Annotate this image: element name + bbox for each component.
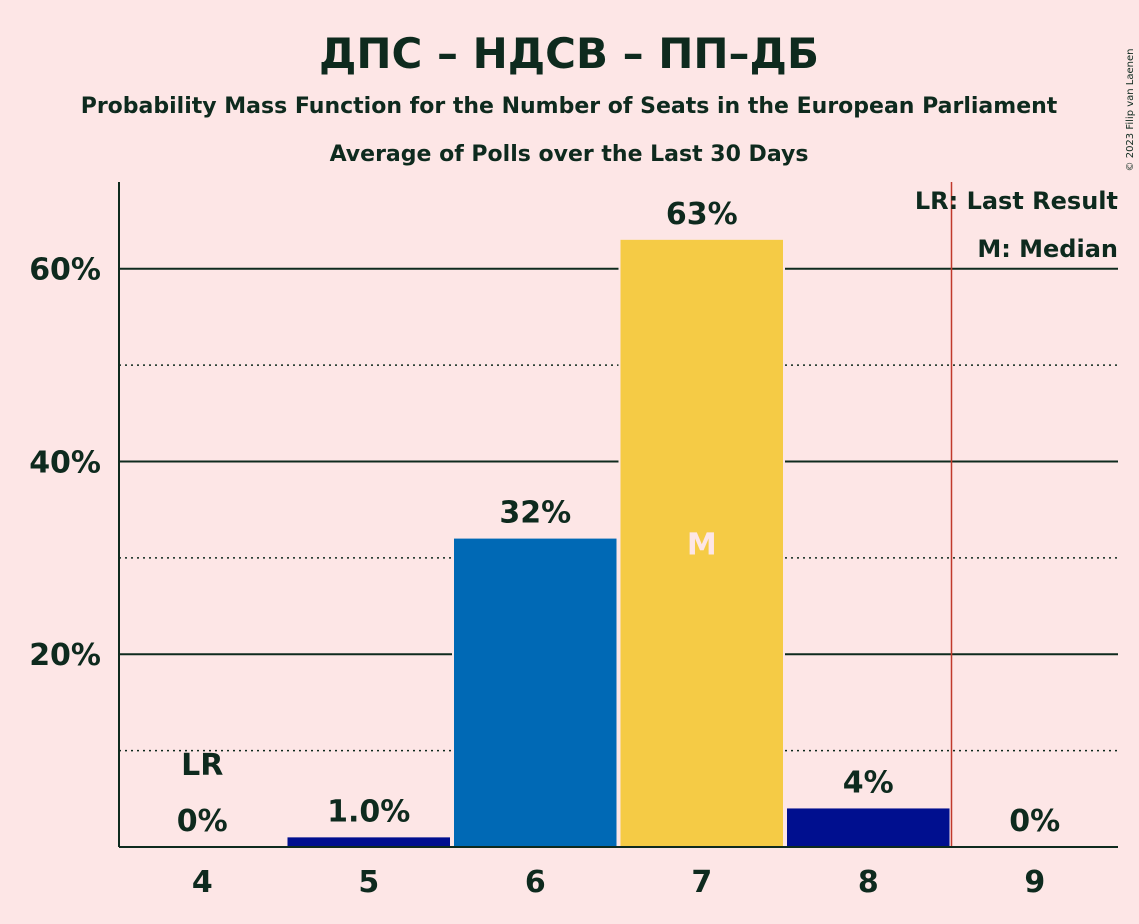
x-tick-label: 9	[1024, 865, 1045, 900]
bar	[620, 239, 783, 848]
bar-labels: 0% 1.0% 32% 63% 4% 0% M LR	[177, 197, 1060, 839]
bar-value-label: 63%	[666, 197, 738, 232]
bar	[787, 808, 950, 847]
median-marker: M	[687, 527, 717, 562]
x-tick-label: 4	[192, 865, 213, 900]
y-tick-label: 60%	[29, 253, 101, 288]
legend-median: M: Median	[977, 235, 1118, 263]
bar-value-label: 0%	[1009, 804, 1060, 839]
bar-value-label: 4%	[843, 765, 894, 800]
chart-subtitle: Probability Mass Function for the Number…	[81, 94, 1058, 119]
x-tick-label: 8	[858, 865, 879, 900]
x-tick-label: 7	[691, 865, 712, 900]
y-tick-label: 40%	[29, 445, 101, 480]
last-result-marker: LR	[181, 748, 223, 783]
axes: 20% 40% 60% 4 5 6 7 8 9	[29, 182, 1118, 900]
y-tick-label: 20%	[29, 638, 101, 673]
legend-last-result: LR: Last Result	[915, 187, 1118, 215]
x-tick-label: 6	[525, 865, 546, 900]
bars	[285, 239, 952, 848]
bar-value-label: 32%	[499, 496, 571, 531]
bar	[287, 837, 450, 847]
copyright-notice: © 2023 Filip van Laenen	[1125, 49, 1136, 172]
x-tick-label: 5	[358, 865, 379, 900]
chart-subtitle-2: Average of Polls over the Last 30 Days	[330, 142, 809, 167]
chart-title: ДПС – НДСВ – ПП–ДБ	[319, 29, 819, 78]
bar-value-label: 0%	[177, 804, 228, 839]
bar-value-label: 1.0%	[327, 794, 410, 829]
bar	[454, 538, 617, 847]
